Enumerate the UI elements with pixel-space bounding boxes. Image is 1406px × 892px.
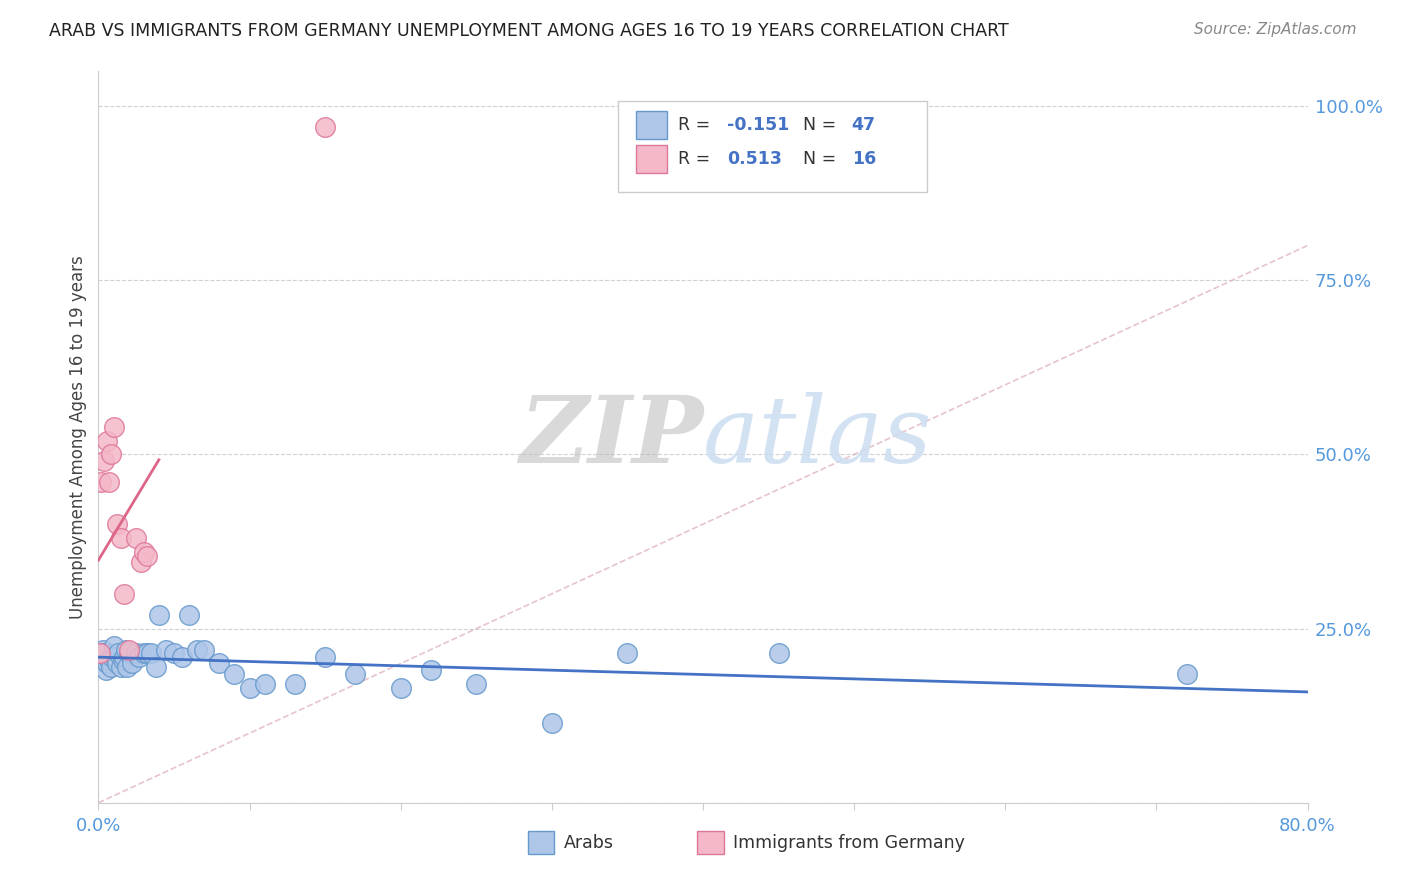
Point (420, 664, 443, 678)
Point (89, 646, 111, 660)
Point (224, 667, 246, 681)
Point (111, 653, 134, 667)
Point (284, 677, 307, 691)
Text: ZIP: ZIP (519, 392, 703, 482)
Point (93, 646, 115, 660)
Bar (697, 830, 724, 854)
Point (314, 649, 336, 664)
Point (128, 649, 150, 664)
Point (115, 660, 138, 674)
Point (179, 607, 201, 622)
Y-axis label: Unemployment Among Ages 16 to 19 years: Unemployment Among Ages 16 to 19 years (69, 255, 87, 619)
Point (145, 660, 167, 674)
Text: R =: R = (678, 116, 716, 134)
Point (110, 660, 132, 674)
Point (100, 660, 122, 674)
Point (112, 649, 135, 664)
Point (193, 642, 215, 657)
Point (155, 642, 177, 657)
Point (104, 649, 127, 664)
Text: Source: ZipAtlas.com: Source: ZipAtlas.com (1194, 22, 1357, 37)
Point (98, 653, 121, 667)
Point (148, 607, 170, 622)
Text: 47: 47 (852, 116, 876, 134)
Text: N =: N = (803, 150, 842, 168)
Point (107, 646, 129, 660)
Point (96, 434, 118, 448)
Point (186, 642, 208, 657)
Point (344, 667, 367, 681)
Point (239, 681, 262, 695)
Point (118, 646, 141, 660)
Text: Arabs: Arabs (564, 834, 614, 852)
Point (135, 646, 157, 660)
Point (110, 531, 132, 545)
Point (163, 646, 186, 660)
Point (768, 646, 790, 660)
Text: Immigrants from Germany: Immigrants from Germany (734, 834, 965, 852)
Bar (527, 830, 554, 854)
Point (170, 649, 193, 664)
Point (129, 556, 152, 570)
Point (314, 120, 336, 134)
Point (94, 664, 117, 678)
Point (208, 657, 231, 671)
Text: ARAB VS IMMIGRANTS FROM GERMANY UNEMPLOYMENT AMONG AGES 16 TO 19 YEARS CORRELATI: ARAB VS IMMIGRANTS FROM GERMANY UNEMPLOY… (49, 22, 1010, 40)
FancyBboxPatch shape (619, 101, 927, 192)
Point (465, 677, 488, 691)
Point (132, 646, 155, 660)
Point (93, 454, 115, 468)
Point (103, 419, 125, 434)
Point (89, 649, 111, 664)
Bar (637, 145, 666, 173)
Point (101, 649, 124, 664)
Point (90, 653, 112, 667)
Point (96, 657, 118, 671)
Point (121, 657, 143, 671)
Point (141, 646, 163, 660)
Point (103, 639, 125, 653)
Point (91, 642, 114, 657)
Text: -0.151: -0.151 (727, 116, 790, 134)
Point (98, 475, 121, 490)
Text: atlas: atlas (703, 392, 932, 482)
Point (132, 545, 155, 559)
Point (616, 646, 638, 660)
Point (1175, 667, 1198, 681)
Point (112, 587, 135, 601)
Point (118, 642, 141, 657)
Point (389, 681, 412, 695)
Point (105, 657, 128, 671)
Text: R =: R = (678, 150, 716, 168)
Point (125, 531, 148, 545)
Point (135, 549, 157, 563)
Point (540, 715, 562, 730)
Point (114, 642, 136, 657)
Point (105, 517, 128, 532)
Text: N =: N = (803, 116, 842, 134)
Point (90, 475, 112, 490)
Point (100, 448, 122, 462)
Text: 16: 16 (852, 150, 876, 168)
Bar (637, 111, 666, 138)
Point (253, 677, 276, 691)
Text: 0.513: 0.513 (727, 150, 782, 168)
Point (125, 646, 148, 660)
